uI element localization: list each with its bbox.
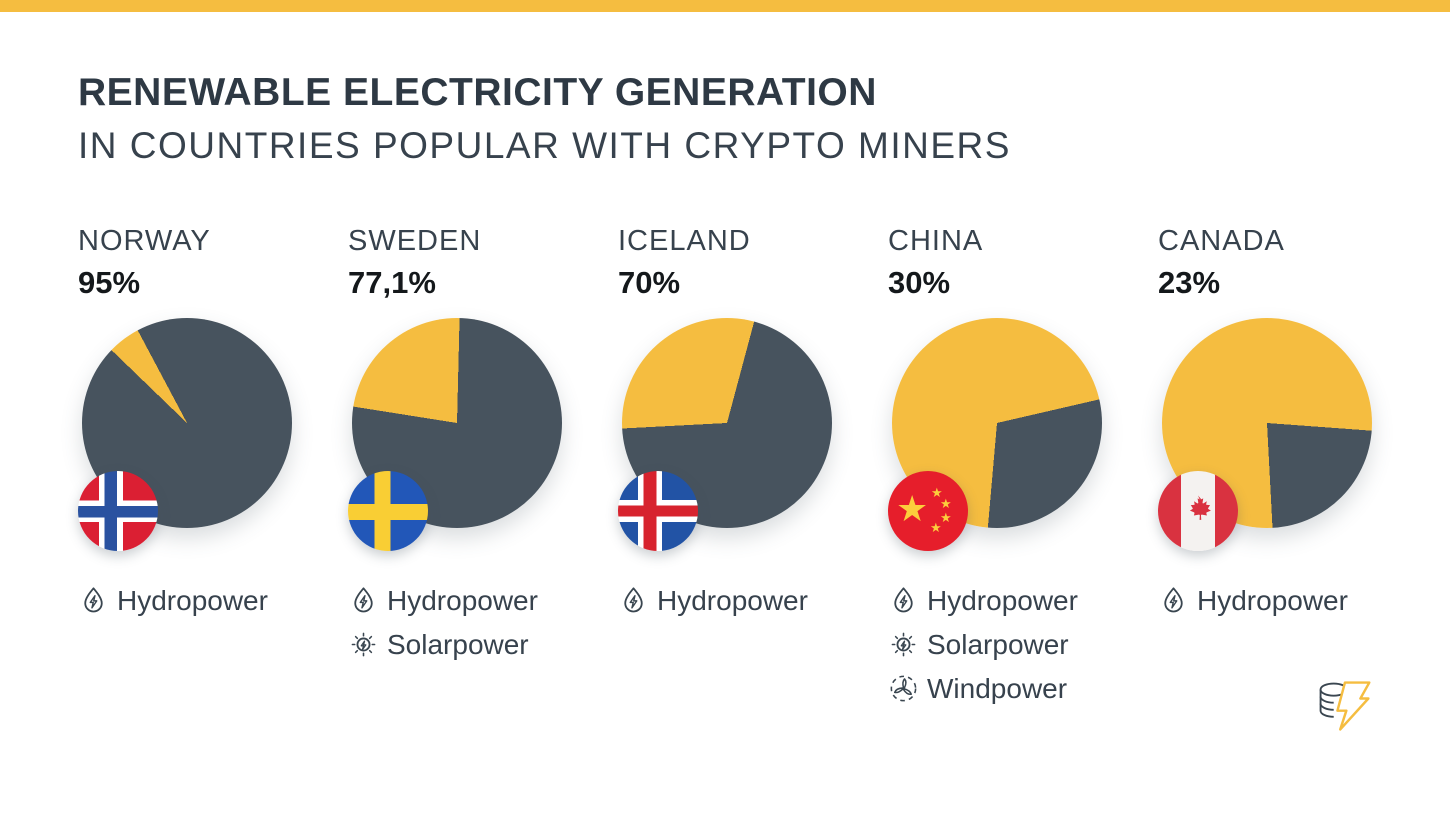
- hydropower-icon: [1158, 585, 1189, 616]
- star-icon: ★: [896, 488, 929, 529]
- solarpower-icon: [888, 629, 919, 660]
- legend-item: Hydropower: [888, 584, 1078, 617]
- norway-flag-icon: [78, 471, 158, 551]
- legend-item: Hydropower: [618, 584, 808, 617]
- energy-source-label: Hydropower: [927, 585, 1078, 616]
- windpower-icon: [888, 673, 919, 704]
- legend-item: Windpower: [888, 672, 1078, 705]
- energy-source-label: Hydropower: [657, 585, 808, 616]
- hydropower-icon: [348, 585, 379, 616]
- sweden-flag-icon: [348, 471, 428, 551]
- country-name: NORWAY: [78, 225, 211, 257]
- country-renewable-percent: 77,1%: [348, 265, 436, 300]
- legend-item: Hydropower: [78, 584, 268, 617]
- country-name: CANADA: [1158, 225, 1285, 257]
- star-icon: ★: [931, 485, 943, 500]
- iceland-flag-icon: [618, 471, 698, 551]
- country-column: NORWAY 95% Hydropower: [78, 224, 322, 784]
- solarpower-icon: [348, 629, 379, 660]
- country-name: CHINA: [888, 225, 984, 257]
- canada-flag-icon: [1158, 471, 1238, 551]
- country-renewable-percent: 70%: [618, 265, 681, 300]
- hydropower-icon: [78, 585, 109, 616]
- energy-source-label: Solarpower: [387, 629, 529, 660]
- energy-source-label: Hydropower: [387, 585, 538, 616]
- crypto-energy-logo-icon: [1319, 681, 1371, 731]
- country-column: ICELAND 70% Hydropower: [618, 224, 862, 784]
- china-flag-icon: ★ ★ ★ ★ ★: [888, 471, 968, 551]
- maple-leaf-icon: [1181, 493, 1215, 527]
- country-column: CHINA 30% ★ ★ ★ ★ ★ Hydropower Solarpower Wi…: [888, 224, 1132, 784]
- country-renewable-percent: 95%: [78, 265, 141, 300]
- legend-item: Solarpower: [888, 628, 1078, 661]
- energy-sources-legend: Hydropower: [78, 584, 268, 628]
- page-subtitle: IN COUNTRIES POPULAR WITH CRYPTO MINERS: [78, 125, 1011, 166]
- energy-sources-legend: Hydropower: [618, 584, 808, 628]
- page-title: RENEWABLE ELECTRICITY GENERATION: [78, 71, 877, 114]
- country-name: ICELAND: [618, 225, 751, 257]
- legend-item: Solarpower: [348, 628, 538, 661]
- country-renewable-percent: 23%: [1158, 265, 1221, 300]
- hydropower-icon: [618, 585, 649, 616]
- top-accent-bar: [0, 0, 1450, 12]
- star-icon: ★: [940, 496, 952, 511]
- country-renewable-percent: 30%: [888, 265, 951, 300]
- hydropower-icon: [888, 585, 919, 616]
- energy-sources-legend: Hydropower: [1158, 584, 1348, 628]
- energy-sources-legend: Hydropower Solarpower: [348, 584, 538, 672]
- energy-source-label: Windpower: [927, 673, 1068, 704]
- energy-sources-legend: Hydropower Solarpower Windpower: [888, 584, 1078, 716]
- energy-source-label: Hydropower: [1197, 585, 1348, 616]
- country-column: SWEDEN 77,1% Hydropower Solarpower: [348, 224, 592, 784]
- energy-source-label: Hydropower: [117, 585, 268, 616]
- country-column: CANADA 23% Hydropower: [1158, 224, 1402, 784]
- header: RENEWABLE ELECTRICITY GENERATION IN COUN…: [78, 70, 1011, 168]
- country-name: SWEDEN: [348, 225, 482, 257]
- legend-item: Hydropower: [1158, 584, 1348, 617]
- star-icon: ★: [930, 520, 942, 535]
- legend-item: Hydropower: [348, 584, 538, 617]
- energy-source-label: Solarpower: [927, 629, 1069, 660]
- star-icon: ★: [940, 510, 952, 525]
